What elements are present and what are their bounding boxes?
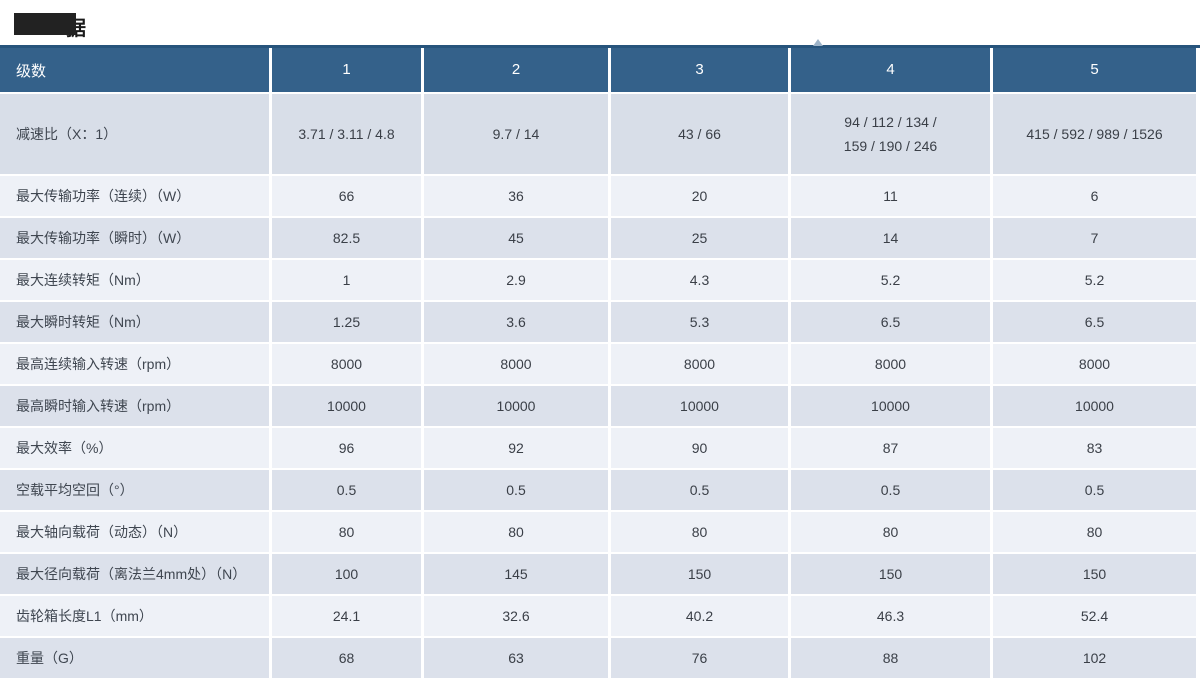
row-label: 最大径向载荷（离法兰4mm处）（N） (0, 554, 269, 594)
row-label: 最大瞬时转矩（Nm） (0, 302, 269, 342)
value-cell: 7 (993, 218, 1196, 258)
value-cell: 32.6 (424, 596, 608, 636)
header-cell-stage: 5 (993, 48, 1196, 92)
value-cell: 10000 (611, 386, 788, 426)
value-cell: 80 (993, 512, 1196, 552)
row-label: 最大连续转矩（Nm） (0, 260, 269, 300)
value-cell: 5.2 (993, 260, 1196, 300)
row-label: 最大轴向载荷（动态）（N） (0, 512, 269, 552)
value-cell: 415 / 592 / 989 / 1526 (993, 94, 1196, 174)
value-cell: 150 (611, 554, 788, 594)
value-cell: 80 (611, 512, 788, 552)
value-cell: 46.3 (791, 596, 990, 636)
value-cell: 94 / 112 / 134 / 159 / 190 / 246 (791, 94, 990, 174)
row-label: 最大传输功率（连续）（W） (0, 176, 269, 216)
value-cell: 80 (272, 512, 421, 552)
value-cell: 10000 (993, 386, 1196, 426)
value-cell: 6.5 (993, 302, 1196, 342)
value-cell: 5.3 (611, 302, 788, 342)
value-cell: 0.5 (424, 470, 608, 510)
value-cell: 11 (791, 176, 990, 216)
value-cell: 88 (791, 638, 990, 678)
value-cell: 150 (791, 554, 990, 594)
value-cell: 100 (272, 554, 421, 594)
value-cell: 8000 (791, 344, 990, 384)
row-label: 空载平均空回（°） (0, 470, 269, 510)
header-cell-stage: 3 (611, 48, 788, 92)
value-cell: 80 (791, 512, 990, 552)
value-cell: 14 (791, 218, 990, 258)
value-cell: 43 / 66 (611, 94, 788, 174)
row-label: 最高瞬时输入转速（rpm） (0, 386, 269, 426)
value-cell: 8000 (611, 344, 788, 384)
value-cell: 1.25 (272, 302, 421, 342)
value-cell: 102 (993, 638, 1196, 678)
value-cell: 25 (611, 218, 788, 258)
spec-table: 级数 1 2 3 4 5 减速比（X：1） 3.71 / 3.11 / 4.8 9.7 / 1… (0, 45, 1200, 678)
title-redaction-box (14, 13, 76, 35)
value-cell: 40.2 (611, 596, 788, 636)
value-cell: 66 (272, 176, 421, 216)
value-cell: 3.6 (424, 302, 608, 342)
row-label: 减速比（X：1） (0, 94, 269, 174)
value-cell: 20 (611, 176, 788, 216)
value-cell: 10000 (272, 386, 421, 426)
value-cell: 10000 (791, 386, 990, 426)
value-cell: 36 (424, 176, 608, 216)
value-cell: 0.5 (272, 470, 421, 510)
value-cell: 92 (424, 428, 608, 468)
value-cell: 6.5 (791, 302, 990, 342)
row-label: 最高连续输入转速（rpm） (0, 344, 269, 384)
value-cell: 87 (791, 428, 990, 468)
value-cell: 52.4 (993, 596, 1196, 636)
value-cell: 10000 (424, 386, 608, 426)
value-cell: 76 (611, 638, 788, 678)
row-label: 齿轮箱长度L1（mm） (0, 596, 269, 636)
value-cell: 96 (272, 428, 421, 468)
row-label: 最大传输功率（瞬时）（W） (0, 218, 269, 258)
value-cell: 68 (272, 638, 421, 678)
header-cell-stage: 4 (791, 48, 990, 92)
value-cell: 45 (424, 218, 608, 258)
value-cell: 1 (272, 260, 421, 300)
value-cell: 145 (424, 554, 608, 594)
page-title: 据 (14, 11, 134, 40)
value-cell: 3.71 / 3.11 / 4.8 (272, 94, 421, 174)
value-cell: 80 (424, 512, 608, 552)
header-cell-stage-count: 级数 (0, 48, 269, 92)
value-cell: 0.5 (791, 470, 990, 510)
value-cell: 83 (993, 428, 1196, 468)
value-cell: 2.9 (424, 260, 608, 300)
value-cell: 9.7 / 14 (424, 94, 608, 174)
value-cell: 8000 (993, 344, 1196, 384)
value-cell: 4.3 (611, 260, 788, 300)
value-cell: 63 (424, 638, 608, 678)
header-cell-stage: 1 (272, 48, 421, 92)
value-cell: 150 (993, 554, 1196, 594)
row-label: 最大效率（%） (0, 428, 269, 468)
value-cell: 8000 (424, 344, 608, 384)
header-notch-icon (813, 39, 823, 46)
value-cell: 5.2 (791, 260, 990, 300)
value-cell: 90 (611, 428, 788, 468)
value-cell: 8000 (272, 344, 421, 384)
value-cell: 0.5 (611, 470, 788, 510)
row-label: 重量（G） (0, 638, 269, 678)
header-cell-stage: 2 (424, 48, 608, 92)
value-cell: 0.5 (993, 470, 1196, 510)
value-cell: 6 (993, 176, 1196, 216)
value-cell: 24.1 (272, 596, 421, 636)
value-cell: 82.5 (272, 218, 421, 258)
